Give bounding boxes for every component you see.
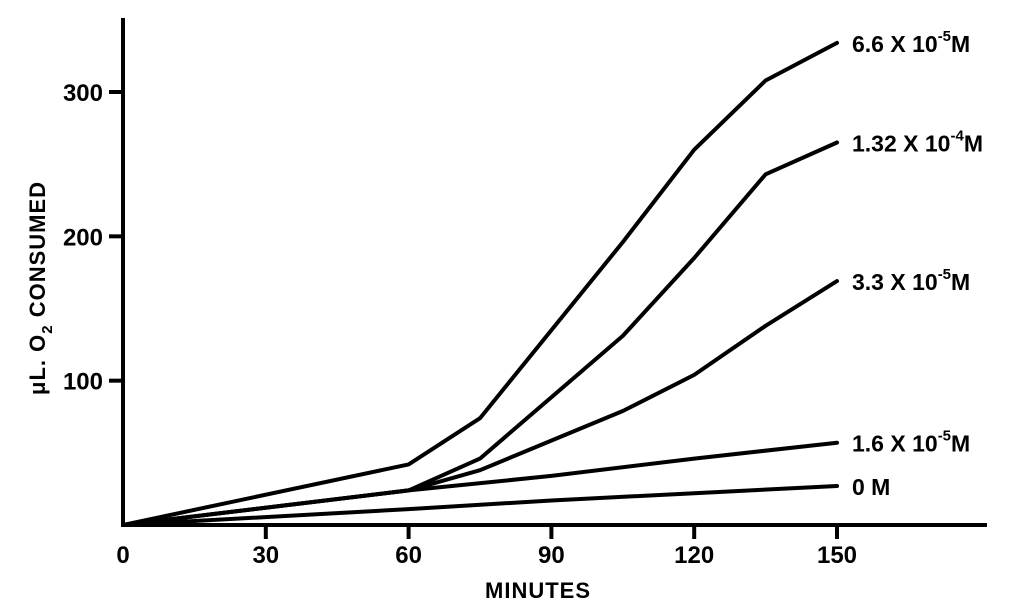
series-line-3 bbox=[121, 440, 839, 527]
series-label-1: 1.32 X 10-4M bbox=[852, 128, 983, 157]
y-tick-label-2: 300 bbox=[63, 80, 103, 107]
y-axis-title-subscript: 2 bbox=[39, 324, 56, 333]
series-labels: 6.6 X 10-5M 1.32 X 10-4M 3.3 X 10-5M 1.6 X … bbox=[852, 28, 983, 500]
ticks: 0 30 60 90 120 150 100 200 300 bbox=[63, 80, 857, 569]
x-axis-title: MINUTES bbox=[485, 578, 591, 603]
series-group bbox=[121, 40, 839, 527]
y-tick-label-1: 200 bbox=[63, 224, 103, 251]
series-line-2 bbox=[121, 279, 839, 527]
x-tick-label-0: 0 bbox=[116, 542, 129, 569]
y-axis-title-suffix: CONSUMED bbox=[25, 181, 50, 324]
series-line-0 bbox=[121, 40, 839, 527]
y-axis-title: μL. O2 CONSUMED bbox=[25, 181, 56, 395]
y-tick-label-0: 100 bbox=[63, 369, 103, 396]
x-tick-label-2: 60 bbox=[395, 542, 422, 569]
series-label-2: 3.3 X 10-5M bbox=[852, 266, 970, 295]
series-line-1 bbox=[121, 140, 839, 527]
y-axis-title-main: μL. O bbox=[25, 334, 50, 395]
x-tick-label-3: 90 bbox=[538, 542, 565, 569]
series-line-4 bbox=[121, 484, 839, 527]
x-tick-label-1: 30 bbox=[252, 542, 279, 569]
series-label-3: 1.6 X 10-5M bbox=[852, 428, 970, 457]
x-tick-label-4: 120 bbox=[674, 542, 714, 569]
series-label-4: 0 M bbox=[852, 474, 890, 500]
x-tick-label-5: 150 bbox=[817, 542, 857, 569]
series-label-0: 6.6 X 10-5M bbox=[852, 28, 970, 57]
